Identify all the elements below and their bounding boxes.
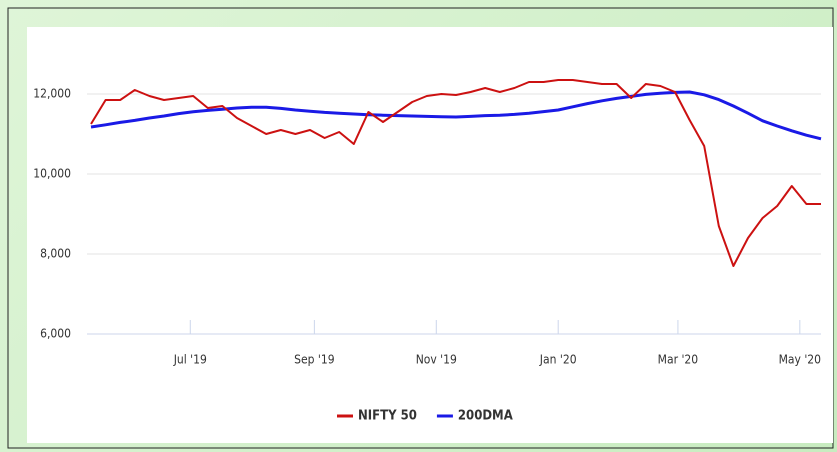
x-tick-label: Jul '19 [173, 353, 207, 367]
y-tick-label: 10,000 [33, 167, 71, 181]
line-series [90, 90, 822, 141]
x-tick-label: Nov '19 [416, 353, 457, 367]
y-tick-label: 8,000 [40, 247, 71, 261]
chart-panel [27, 27, 833, 443]
legend-label: NIFTY 50 [358, 409, 417, 424]
y-tick-label: 12,000 [33, 87, 71, 101]
x-tick-label: May '20 [779, 353, 822, 367]
x-tick-label: Mar '20 [658, 353, 699, 367]
legend-label: 200DMA [458, 409, 513, 424]
y-tick-label: 6,000 [40, 327, 71, 341]
x-tick-label: Jan '20 [539, 353, 577, 367]
line-series [90, 79, 821, 267]
x-tick-label: Sep '19 [294, 353, 335, 367]
